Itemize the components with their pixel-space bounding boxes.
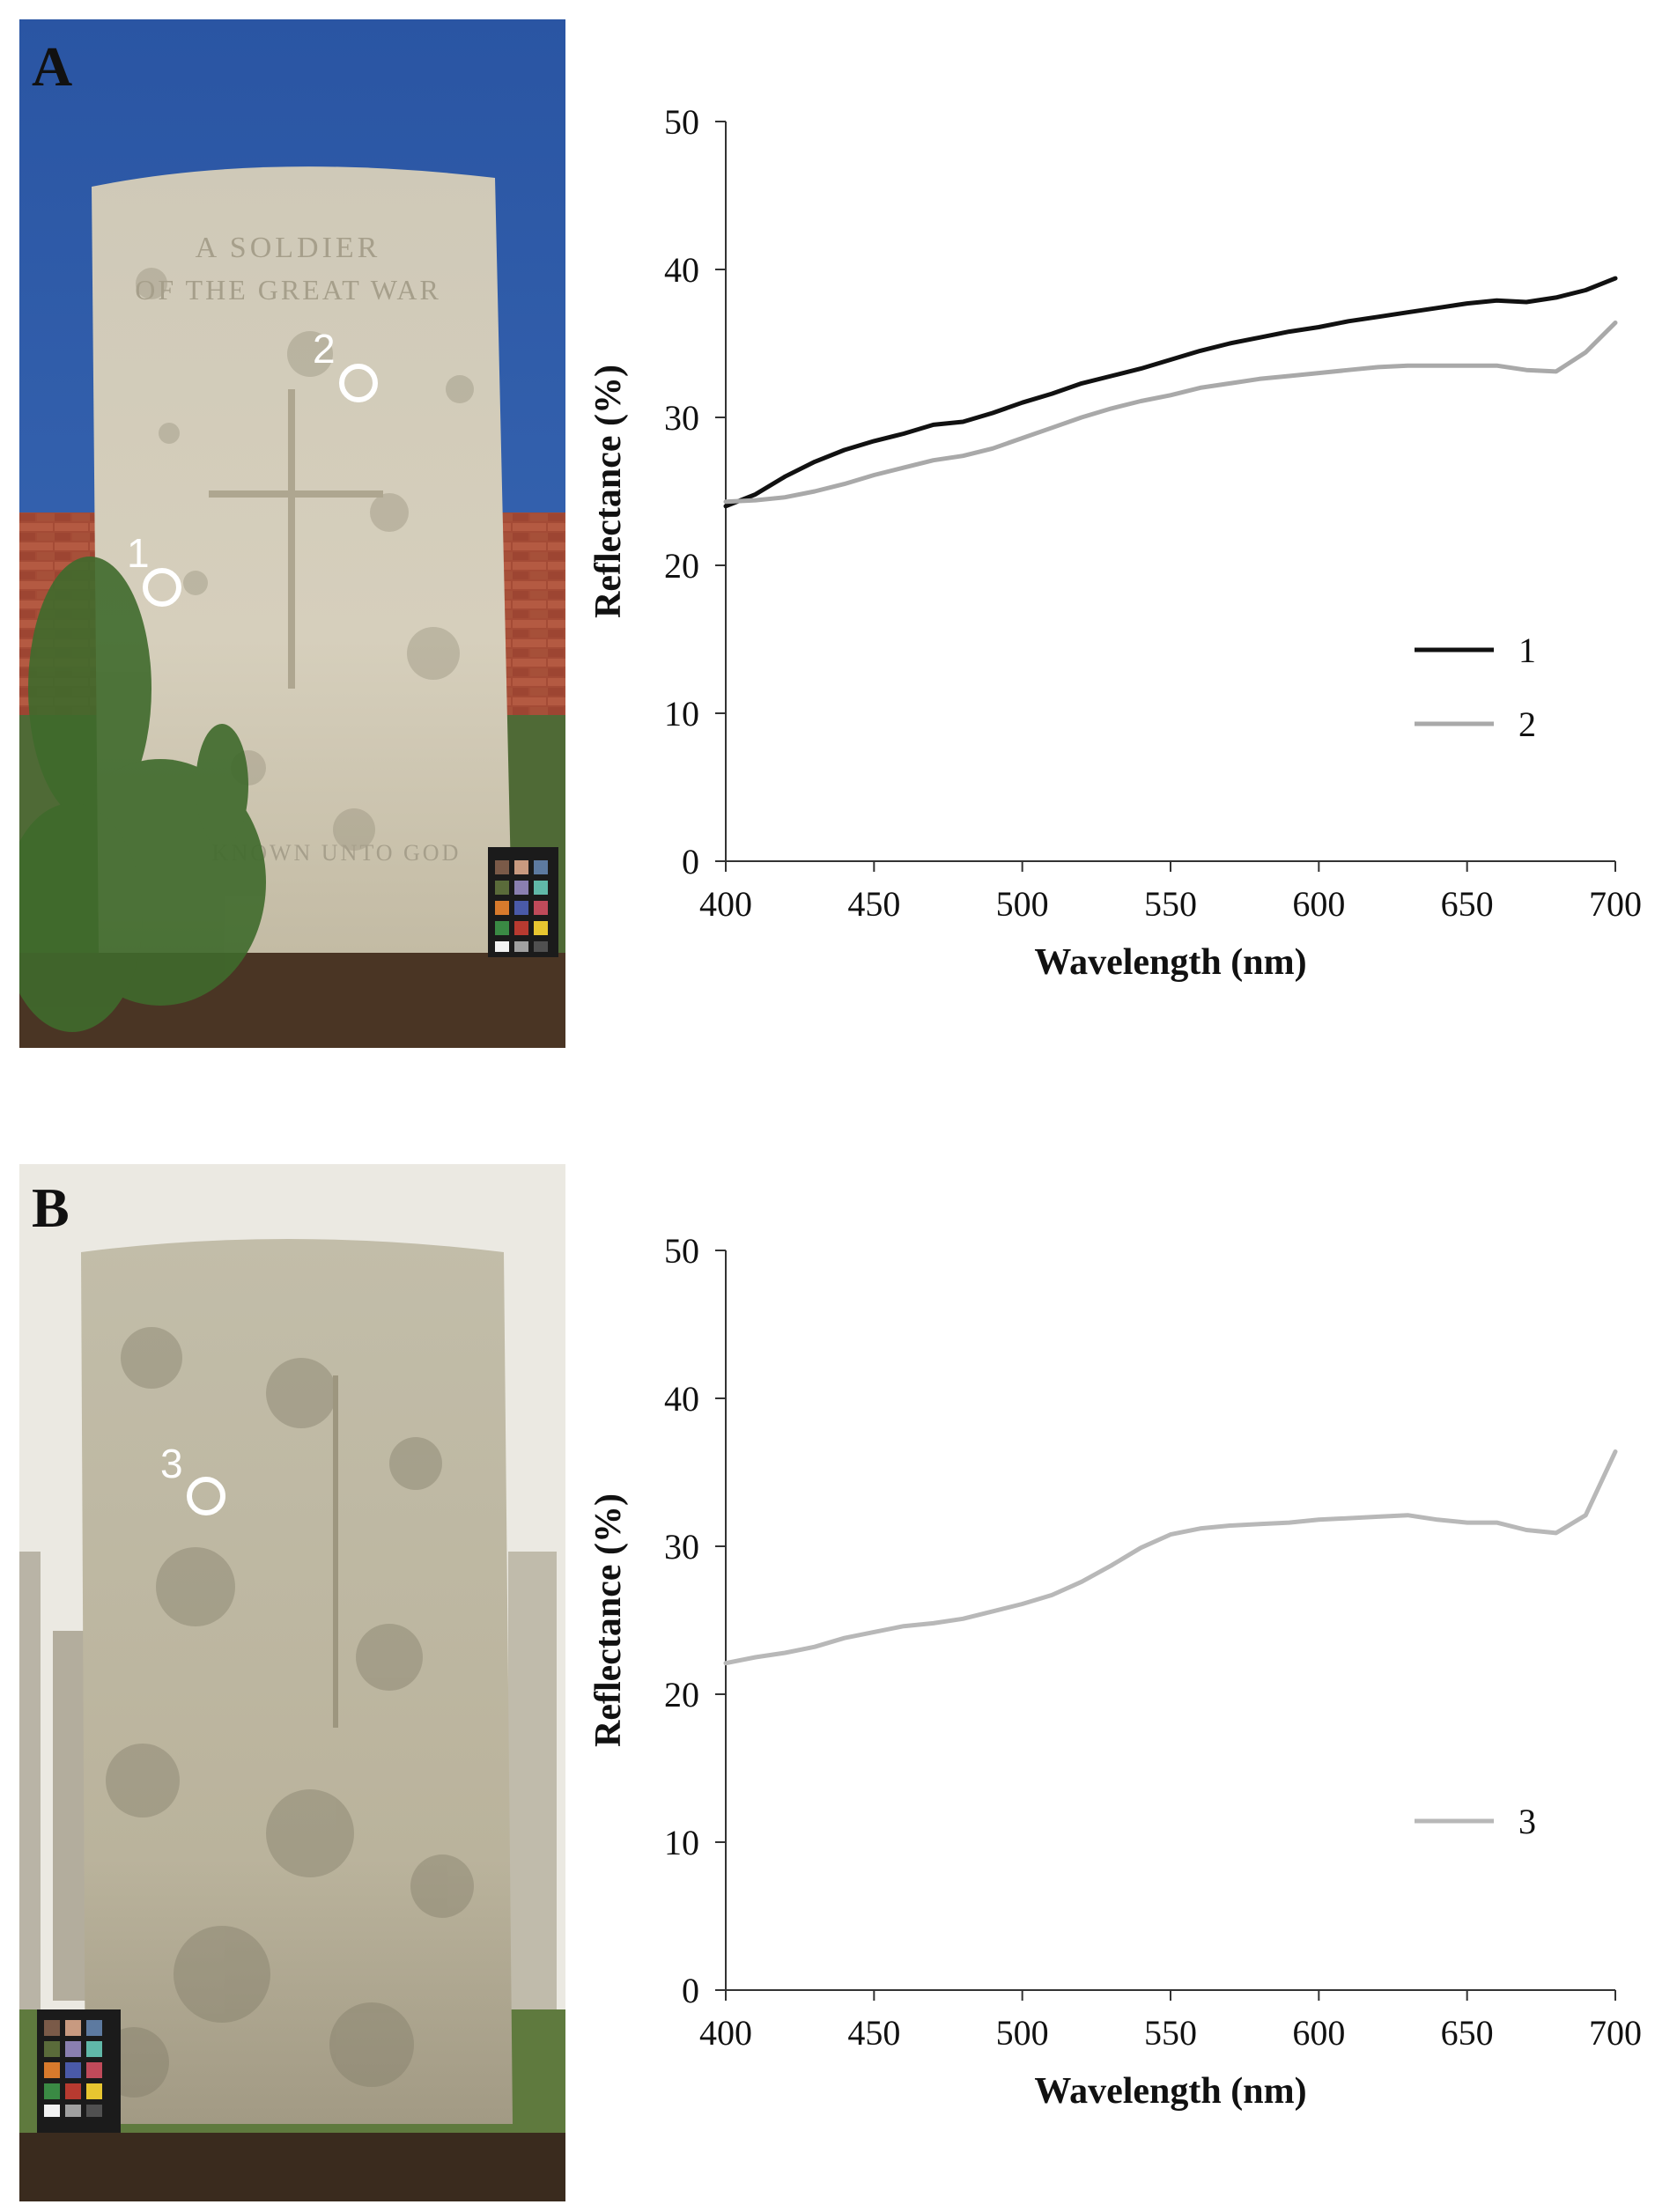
reflectance-chart-b: 0 10 20 30 40 50 400 450 500 550 600 650 700 Waveleng… [588,1231,1642,2112]
marker-2: 2 [313,326,378,402]
series-line-2 [723,321,1618,505]
gravestone-photo-b: 3 [19,1164,565,2201]
y-axis-title: Reflectance (%) [588,365,629,618]
y-tick-label: 0 [682,1971,699,2010]
panel-label-a: A [32,35,73,98]
legend-label-3: 3 [1518,1802,1536,1841]
svg-text:2: 2 [313,326,336,372]
color-checker-a [488,847,558,957]
x-tick-label: 450 [847,2013,900,2053]
y-tick-label: 30 [664,398,699,438]
legend-label-2: 2 [1518,704,1536,744]
y-tick-label: 20 [664,546,699,586]
x-tick-label: 500 [996,884,1049,924]
x-tick-label: 550 [1144,884,1197,924]
panel-label-b: B [32,1176,70,1239]
series-line-1 [723,276,1618,509]
gravestone-photo-a: A SOLDIER OF THE GREAT WAR KNOWN UNTO GO… [19,19,565,1048]
x-tick-label: 600 [1292,2013,1345,2053]
y-axis-title: Reflectance (%) [588,1493,629,1747]
x-tick-label: 450 [847,884,900,924]
x-tick-label: 650 [1441,2013,1494,2053]
reflectance-chart-a: 0 10 20 30 40 50 400 450 500 550 600 650 700 Waveleng… [588,102,1642,983]
legend-label-1: 1 [1518,630,1536,670]
marker-3: 3 [160,1441,225,1515]
y-tick-label: 50 [664,102,699,142]
y-tick-label: 40 [664,1379,699,1419]
x-tick-label: 700 [1589,2013,1642,2053]
inscription-line-2: OF THE GREAT WAR [135,274,441,306]
x-tick-label: 650 [1441,884,1494,924]
y-tick-label: 30 [664,1527,699,1567]
y-tick-label: 20 [664,1675,699,1714]
x-axis-title: Wavelength (nm) [1034,942,1306,983]
x-tick-label: 600 [1292,884,1345,924]
x-tick-label: 550 [1144,2013,1197,2053]
y-tick-label: 10 [664,1823,699,1862]
y-tick-label: 10 [664,694,699,734]
series-line-3 [723,1449,1618,1666]
y-tick-label: 40 [664,250,699,290]
svg-text:1: 1 [127,530,150,576]
y-tick-label: 0 [682,842,699,881]
svg-text:3: 3 [160,1441,183,1486]
color-checker-b [37,2009,121,2133]
x-tick-label: 400 [699,884,752,924]
x-tick-label: 700 [1589,884,1642,924]
x-tick-label: 400 [699,2013,752,2053]
x-tick-label: 500 [996,2013,1049,2053]
y-tick-label: 50 [664,1231,699,1271]
inscription-line-1: A SOLDIER [196,232,381,264]
x-axis-title: Wavelength (nm) [1034,2071,1306,2112]
marker-1: 1 [127,530,181,607]
